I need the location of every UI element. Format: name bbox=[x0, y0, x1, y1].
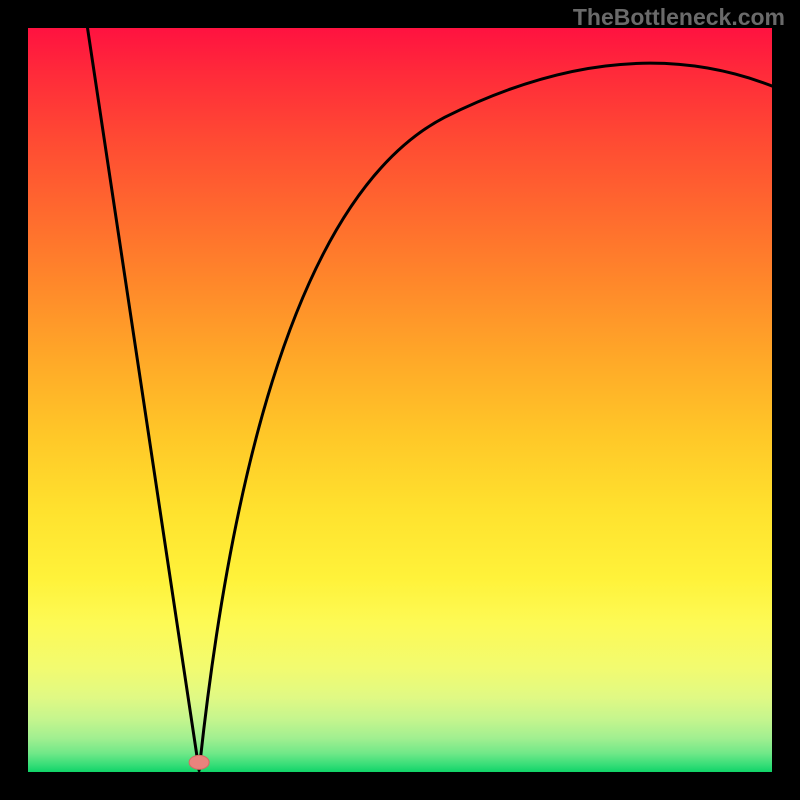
bottleneck-optimum-marker bbox=[189, 755, 209, 769]
bottleneck-chart bbox=[0, 0, 800, 800]
plot-background-gradient bbox=[28, 28, 772, 772]
watermark-text: TheBottleneck.com bbox=[573, 4, 785, 31]
